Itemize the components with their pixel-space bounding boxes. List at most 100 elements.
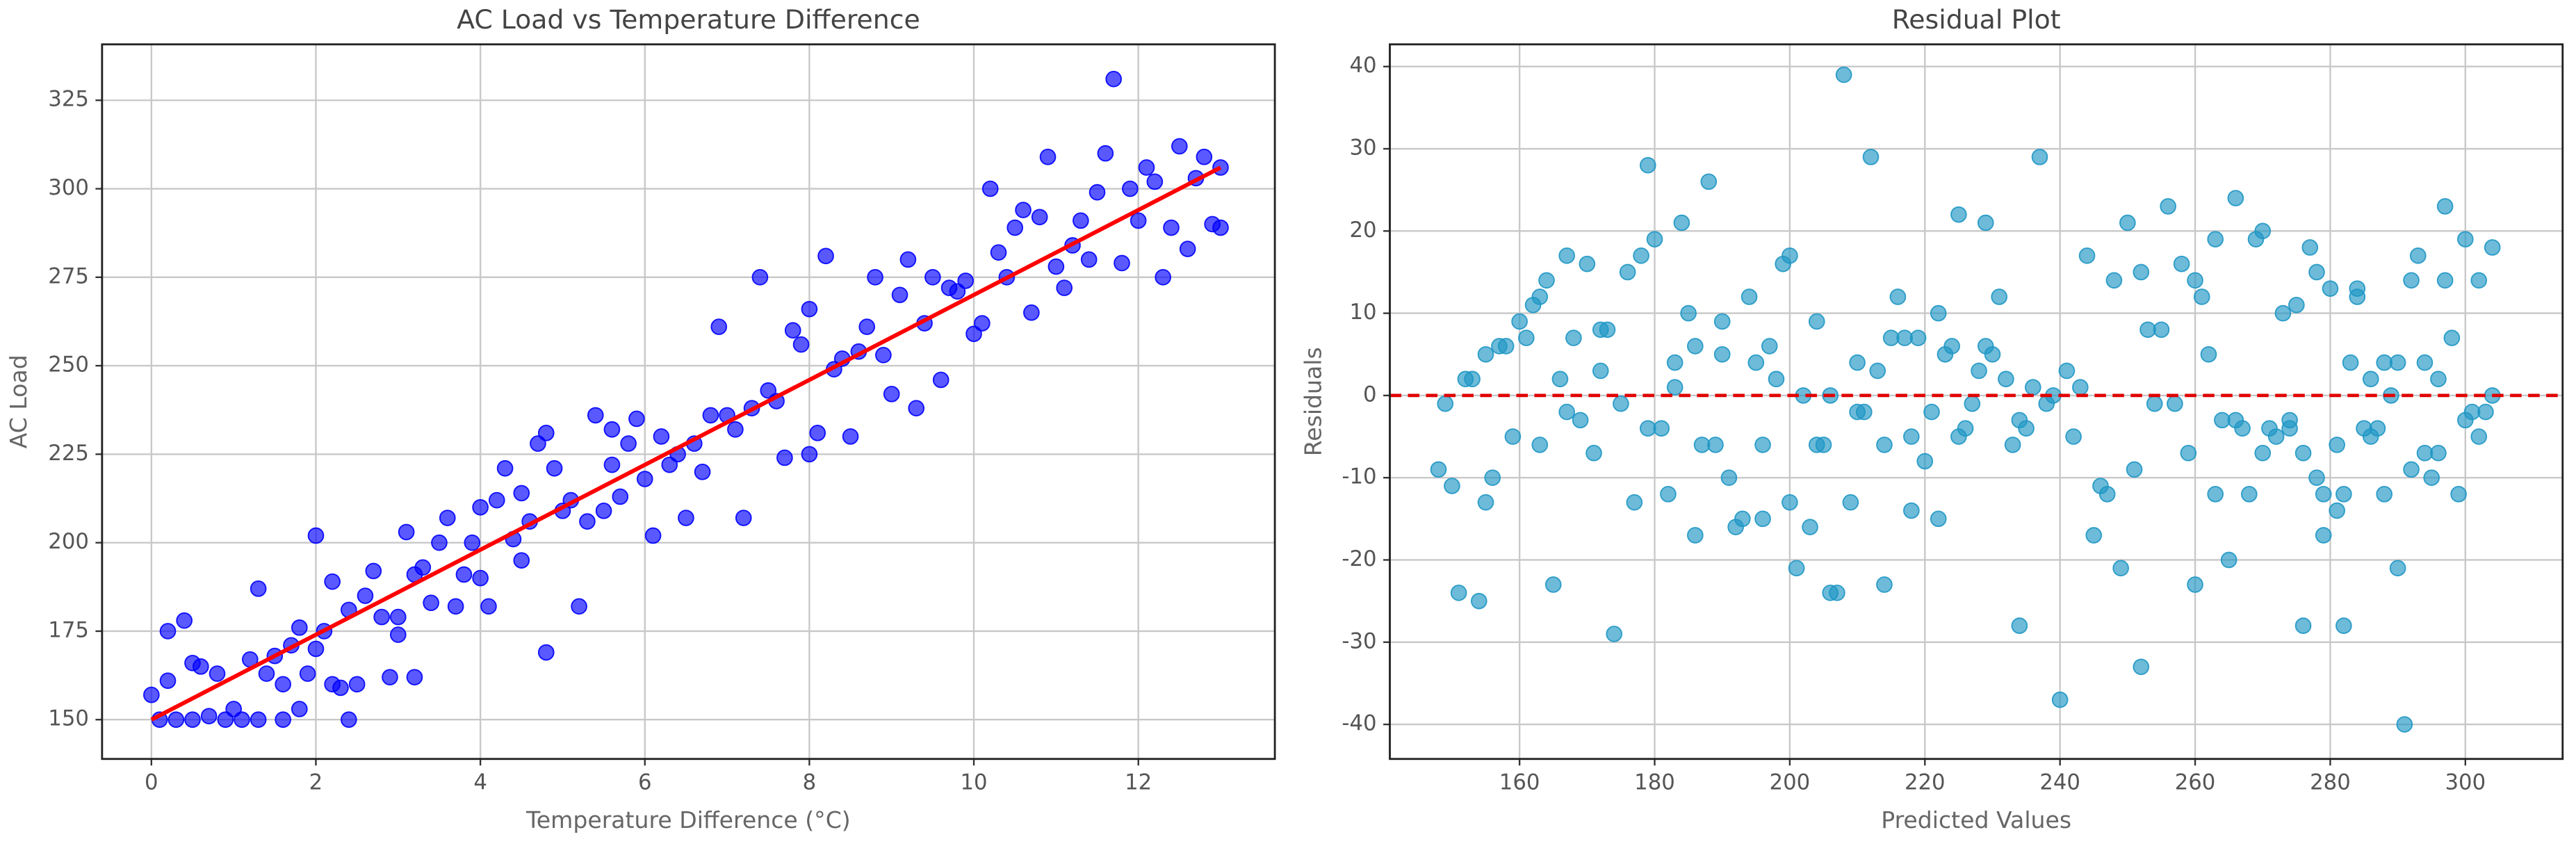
point <box>603 421 621 438</box>
point <box>2085 527 2103 544</box>
x-tick-label: 2 <box>309 770 323 795</box>
point <box>2207 231 2224 247</box>
point <box>159 623 177 640</box>
point <box>1741 288 1758 305</box>
point <box>2200 345 2217 363</box>
point <box>1788 560 1805 577</box>
point <box>2214 412 2231 429</box>
y-axis-label: Residuals <box>1299 347 1326 456</box>
point <box>1039 148 1057 165</box>
point <box>2463 403 2481 421</box>
point <box>2234 420 2251 437</box>
point <box>1882 330 1900 346</box>
point <box>389 626 407 643</box>
point <box>1984 345 2001 363</box>
point <box>1497 338 1515 355</box>
point <box>1923 403 1940 421</box>
point <box>2146 395 2163 412</box>
point <box>2436 198 2454 215</box>
point <box>1599 321 1616 339</box>
point <box>636 471 653 487</box>
point <box>957 272 975 289</box>
point <box>2058 362 2076 380</box>
point <box>891 286 908 304</box>
point <box>1876 437 1893 453</box>
point <box>193 658 209 675</box>
point <box>1080 251 1098 268</box>
point <box>1639 420 1656 437</box>
point <box>1835 66 1852 83</box>
point <box>1930 510 1947 528</box>
point <box>2281 420 2298 437</box>
point <box>1477 494 1494 511</box>
point <box>1909 330 1927 346</box>
x-tick-label: 220 <box>1905 770 1946 795</box>
point <box>2329 437 2345 453</box>
point <box>537 644 555 661</box>
x-tick-label: 280 <box>2310 770 2351 795</box>
point <box>2288 296 2305 314</box>
point <box>1558 247 1575 264</box>
point <box>1876 576 1893 593</box>
x-tick-label: 6 <box>638 770 652 795</box>
point <box>2416 354 2434 371</box>
point <box>1707 437 1724 453</box>
point <box>2308 469 2325 487</box>
y-tick-label: -40 <box>1342 711 1376 736</box>
y-tick-label: 200 <box>48 529 89 554</box>
point <box>2024 379 2041 396</box>
point <box>1666 354 1684 371</box>
point <box>1950 206 1967 223</box>
point <box>291 619 308 636</box>
point <box>858 318 876 335</box>
point <box>1660 486 1677 503</box>
point <box>1171 138 1188 155</box>
point <box>1855 403 1873 421</box>
point <box>571 598 587 615</box>
point <box>2112 560 2129 577</box>
point <box>2315 486 2332 503</box>
x-tick-label: 300 <box>2445 770 2486 795</box>
point <box>1155 269 1171 286</box>
point <box>1971 362 1987 380</box>
point <box>883 386 900 402</box>
point <box>1734 510 1751 528</box>
point <box>1105 70 1123 88</box>
point <box>340 711 357 729</box>
plot-frame <box>1389 43 2564 760</box>
point <box>1869 362 1886 380</box>
x-tick-label: 8 <box>803 770 817 795</box>
point <box>2153 321 2170 339</box>
point <box>628 410 645 428</box>
point <box>2349 280 2366 297</box>
point <box>875 347 892 364</box>
point <box>2254 222 2272 240</box>
point <box>1998 371 2014 388</box>
point <box>1437 395 1454 412</box>
point <box>2207 486 2224 503</box>
point <box>1693 437 1711 453</box>
point <box>899 251 917 268</box>
point <box>2254 444 2272 462</box>
point <box>1130 212 1147 229</box>
point <box>924 269 941 286</box>
point <box>258 665 275 682</box>
point <box>1470 592 1487 610</box>
point <box>1477 345 1494 363</box>
point <box>2004 437 2021 453</box>
point <box>1006 219 1024 236</box>
point <box>2220 551 2237 569</box>
point <box>2315 527 2332 544</box>
point <box>1943 338 1960 355</box>
point <box>373 608 390 626</box>
regression-line <box>150 165 1222 722</box>
point <box>2098 486 2116 503</box>
point <box>1896 330 1913 346</box>
point <box>447 598 464 615</box>
point <box>488 491 505 509</box>
point <box>2335 486 2352 503</box>
x-tick-label: 200 <box>1770 770 1811 795</box>
point <box>1619 263 1636 281</box>
y-tick-label: 300 <box>48 175 89 200</box>
point <box>1592 362 1609 380</box>
